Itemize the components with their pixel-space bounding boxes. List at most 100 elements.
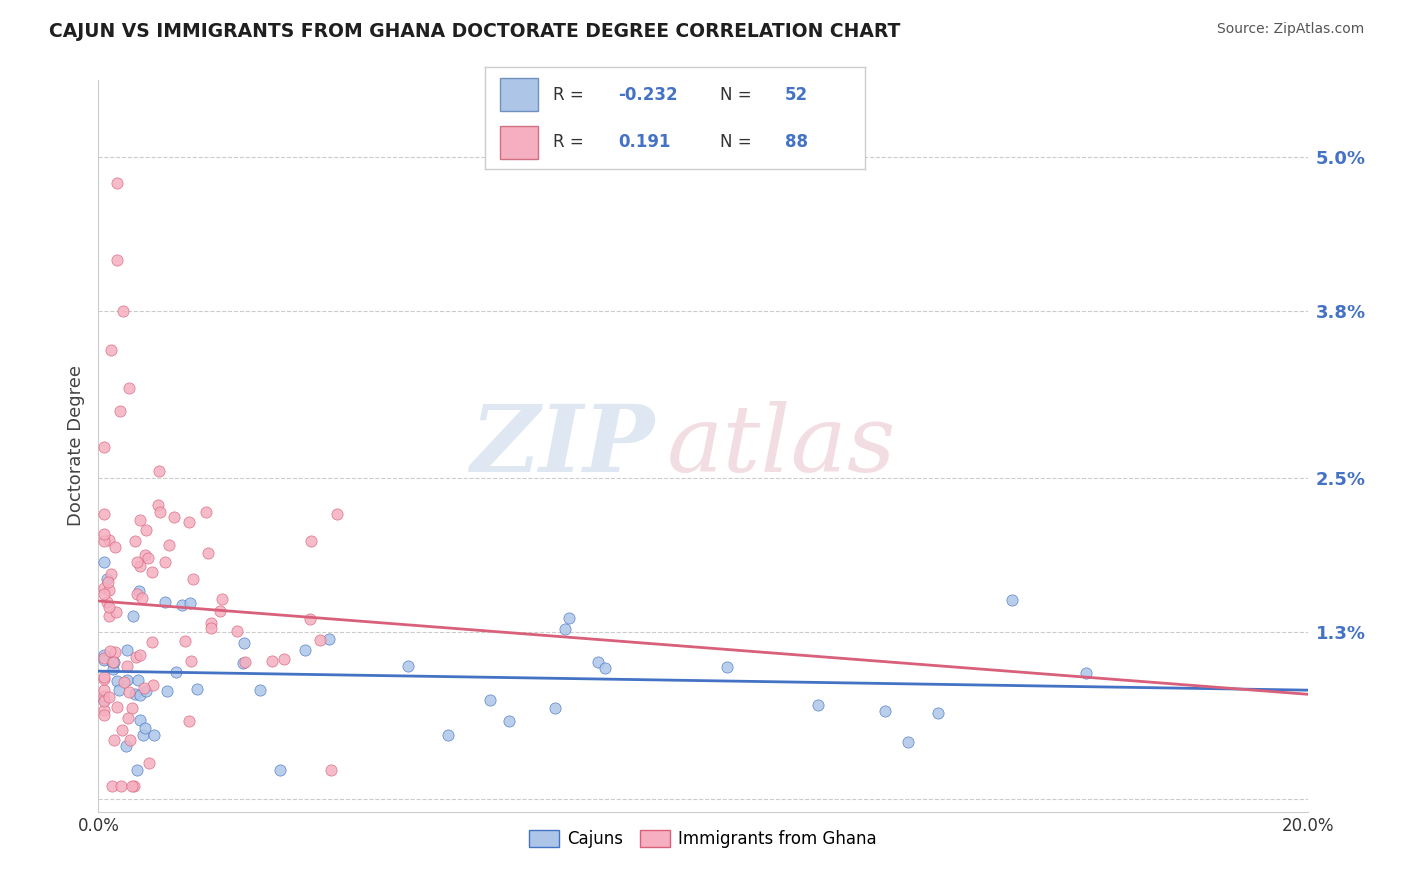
Point — [269, 763, 291, 777]
Point — [318, 632, 340, 646]
Point — [93, 587, 115, 601]
Point — [129, 713, 152, 727]
Point — [93, 526, 115, 541]
Point — [195, 505, 218, 519]
Point — [129, 559, 152, 574]
Point — [807, 698, 830, 713]
Point — [105, 252, 128, 267]
Point — [1074, 665, 1097, 680]
Point — [93, 507, 115, 521]
Point — [179, 595, 201, 609]
Point — [93, 653, 115, 667]
Point — [558, 610, 581, 624]
Point — [129, 688, 152, 702]
Point — [162, 509, 184, 524]
Point — [108, 683, 131, 698]
Point — [179, 714, 201, 728]
Text: atlas: atlas — [666, 401, 896, 491]
Point — [97, 690, 120, 705]
Point — [93, 534, 115, 549]
Point — [127, 673, 149, 688]
Point — [93, 582, 115, 596]
Point — [232, 636, 254, 650]
Point — [554, 622, 576, 636]
Point — [177, 516, 200, 530]
Point — [118, 732, 141, 747]
Point — [232, 657, 254, 671]
Point — [98, 533, 121, 547]
Point — [157, 538, 180, 552]
Text: Source: ZipAtlas.com: Source: ZipAtlas.com — [1216, 22, 1364, 37]
Point — [299, 533, 322, 548]
Point — [115, 739, 138, 754]
Point — [200, 621, 222, 635]
Point — [155, 595, 177, 609]
Point — [98, 644, 121, 658]
Point — [103, 732, 125, 747]
Point — [93, 689, 115, 703]
Point — [103, 655, 125, 669]
Point — [149, 505, 172, 519]
Point — [96, 572, 118, 586]
Point — [122, 608, 145, 623]
Point — [142, 728, 165, 742]
Text: CAJUN VS IMMIGRANTS FROM GHANA DOCTORATE DEGREE CORRELATION CHART: CAJUN VS IMMIGRANTS FROM GHANA DOCTORATE… — [49, 22, 901, 41]
Point — [498, 714, 520, 728]
Point — [115, 643, 138, 657]
Point — [134, 548, 156, 562]
Point — [111, 723, 134, 738]
Point — [479, 693, 502, 707]
Point — [209, 604, 232, 618]
Point — [716, 660, 738, 674]
Point — [173, 633, 195, 648]
Point — [186, 681, 208, 696]
Point — [127, 587, 149, 601]
Point — [179, 654, 201, 668]
Point — [93, 440, 115, 454]
Text: -0.232: -0.232 — [617, 86, 678, 103]
Point — [172, 599, 194, 613]
Point — [93, 694, 115, 708]
Point — [117, 673, 139, 687]
Point — [103, 540, 125, 554]
Point — [117, 658, 139, 673]
Point — [105, 699, 128, 714]
Point — [101, 656, 124, 670]
Point — [128, 648, 150, 662]
Point — [593, 661, 616, 675]
Point — [134, 721, 156, 735]
Point — [897, 735, 920, 749]
Point — [93, 669, 115, 683]
Point — [1001, 593, 1024, 607]
Point — [249, 683, 271, 698]
Point — [873, 704, 896, 718]
Point — [138, 756, 160, 771]
Point — [136, 551, 159, 566]
Point — [181, 572, 204, 586]
Point — [105, 674, 128, 689]
Point — [100, 567, 122, 582]
Point — [97, 583, 120, 598]
Point — [125, 764, 148, 778]
Point — [135, 683, 157, 698]
Point — [117, 711, 139, 725]
Point — [142, 678, 165, 692]
Text: 0.191: 0.191 — [617, 133, 671, 151]
Point — [93, 682, 115, 697]
Point — [125, 555, 148, 569]
Point — [200, 615, 222, 630]
Point — [135, 523, 157, 537]
Point — [93, 555, 115, 569]
Point — [153, 555, 176, 569]
Point — [124, 534, 146, 549]
Point — [319, 763, 342, 777]
Point — [211, 592, 233, 607]
Point — [97, 574, 120, 589]
Point — [132, 681, 155, 695]
Point — [101, 779, 124, 793]
Point — [100, 343, 122, 357]
Text: N =: N = — [720, 133, 758, 151]
Point — [586, 655, 609, 669]
Point — [141, 635, 163, 649]
Point — [156, 683, 179, 698]
